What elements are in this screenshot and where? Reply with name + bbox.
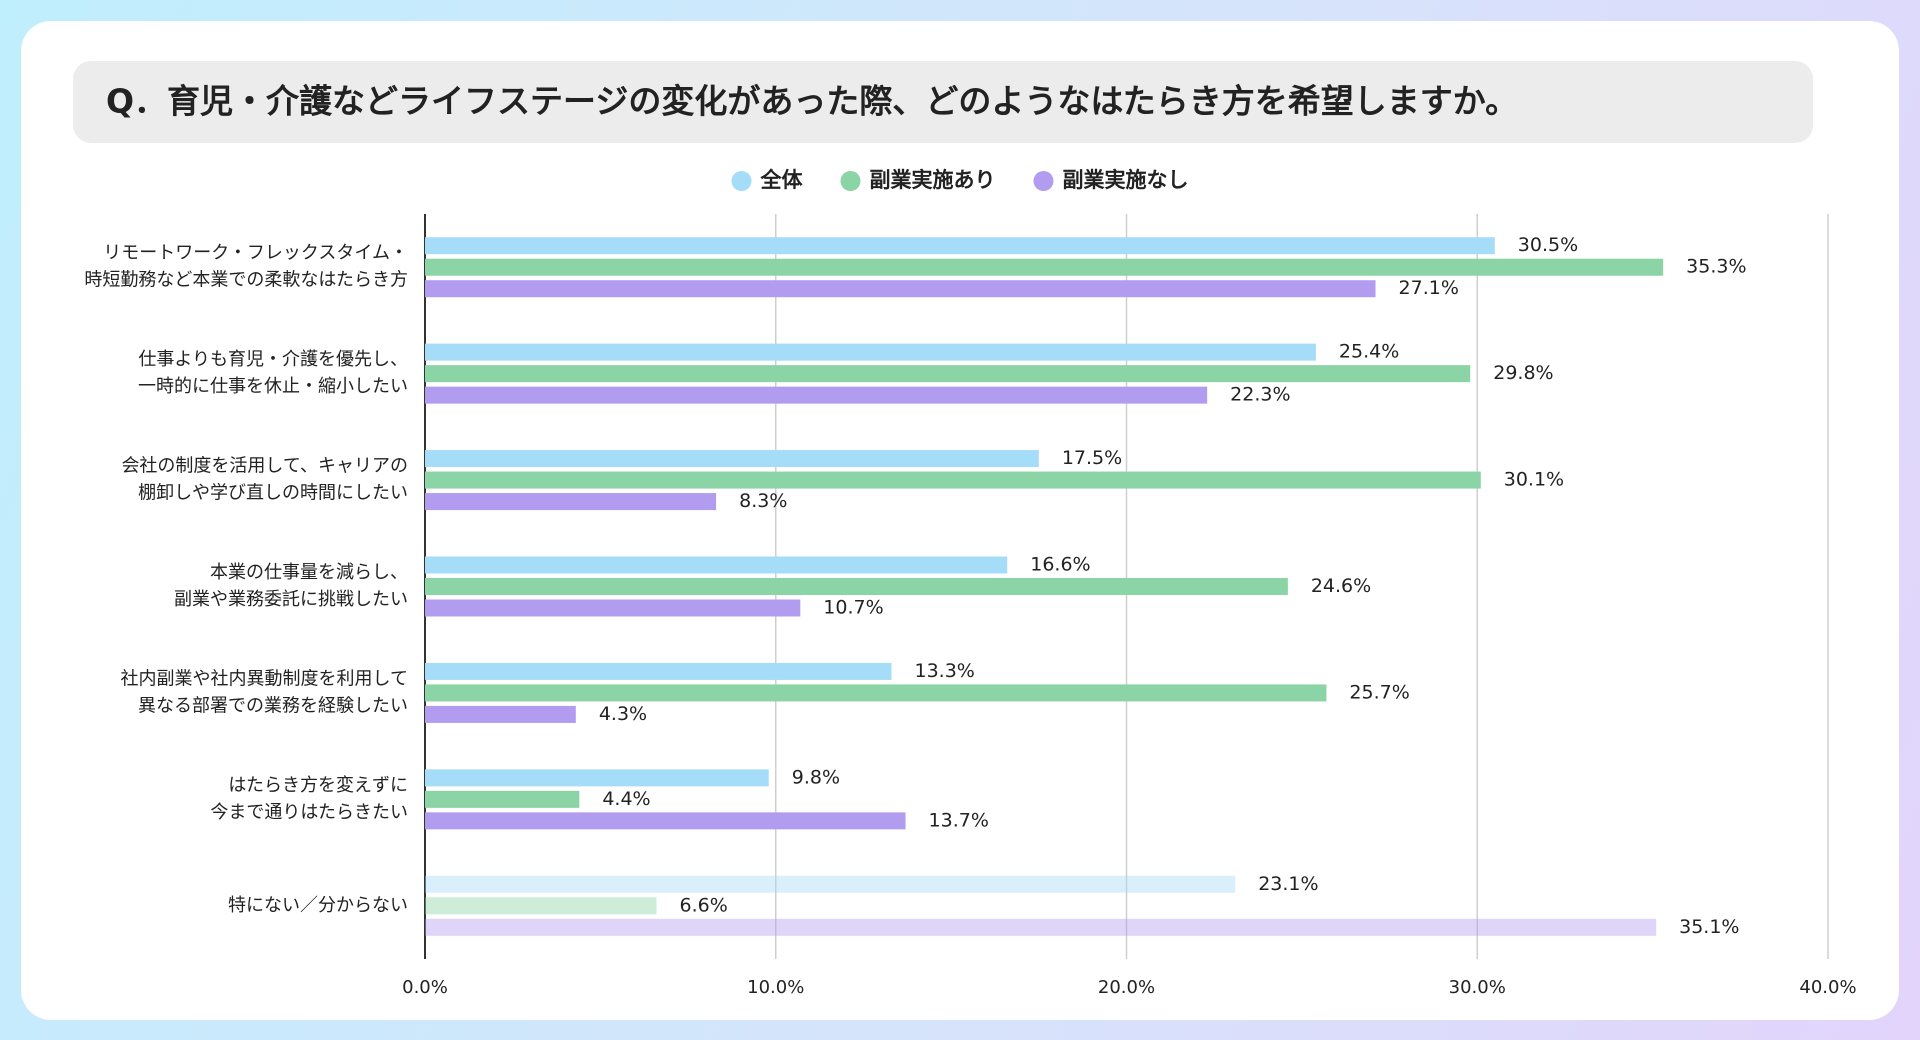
bar (425, 343, 1316, 361)
value-label: 13.3% (914, 660, 974, 682)
bar (425, 897, 657, 915)
y-tick-label: 今まで通りはたらきたい (210, 802, 408, 823)
legend-swatch (840, 171, 861, 191)
bar (425, 237, 1495, 255)
bar (425, 769, 769, 787)
x-tick-label: 20.0% (1098, 977, 1155, 998)
bar (425, 493, 717, 511)
title-box (73, 61, 1813, 143)
value-label: 30.5% (1518, 234, 1578, 256)
y-tick-label: 一時的に仕事を休止・縮小したい (138, 376, 408, 397)
value-label: 29.8% (1493, 362, 1553, 384)
value-label: 13.7% (929, 809, 989, 831)
value-label: 8.3% (739, 490, 787, 512)
value-label: 9.8% (792, 766, 840, 788)
legend-label: 副業実施あり (870, 168, 996, 192)
legend-label: 副業実施なし (1063, 168, 1189, 192)
y-tick-label: 副業や業務委託に挑戦したい (174, 589, 408, 610)
bar (425, 386, 1208, 404)
bar (425, 684, 1327, 702)
bar (425, 599, 801, 617)
y-tick-label: 本業の仕事量を減らし、 (210, 562, 408, 583)
bar (425, 556, 1008, 574)
value-label: 25.7% (1349, 681, 1409, 703)
legend-label: 全体 (760, 168, 804, 192)
value-label: 24.6% (1311, 575, 1371, 597)
value-label: 4.4% (602, 788, 650, 810)
value-label: 22.3% (1230, 384, 1290, 406)
value-label: 30.1% (1504, 469, 1564, 491)
x-tick-label: 0.0% (402, 977, 448, 998)
value-label: 35.1% (1679, 916, 1739, 938)
y-tick-label: リモートワーク・フレックスタイム・ (103, 243, 408, 264)
bar (425, 875, 1236, 893)
value-label: 16.6% (1030, 554, 1090, 576)
y-tick-label: 時短勤務など本業での柔軟なはたらき方 (84, 270, 408, 291)
bar (425, 918, 1657, 936)
value-label: 6.6% (679, 894, 727, 916)
bar (425, 705, 576, 723)
chart-title: Q．育児・介護などライフステージの変化があった際、どのようなはたらき方を希望しま… (106, 82, 1518, 121)
bar (425, 790, 580, 808)
bar (425, 812, 906, 830)
x-tick-label: 10.0% (747, 977, 804, 998)
y-tick-label: 社内副業や社内異動制度を利用して (121, 668, 408, 689)
x-tick-label: 40.0% (1799, 977, 1856, 998)
y-tick-label: はたらき方を変えずに (228, 775, 408, 796)
value-label: 10.7% (823, 597, 883, 619)
y-tick-label: 仕事よりも育児・介護を優先し、 (138, 349, 408, 370)
legend: 全体 副業実施あり 副業実施なし (731, 168, 1189, 192)
bar (425, 258, 1664, 276)
value-label: 23.1% (1258, 873, 1318, 895)
x-tick-label: 30.0% (1449, 977, 1506, 998)
y-tick-label: 異なる部署での業務を経験したい (138, 695, 408, 716)
legend-swatch (1033, 171, 1054, 191)
bar (425, 450, 1039, 468)
bar (425, 662, 892, 680)
value-label: 17.5% (1062, 447, 1122, 469)
bar (425, 471, 1481, 489)
y-tick-label: 会社の制度を活用して、キャリアの (121, 456, 408, 477)
legend-swatch (731, 171, 752, 191)
bar (425, 365, 1471, 383)
value-label: 35.3% (1686, 256, 1746, 278)
y-tick-label: 棚卸しや学び直しの時間にしたい (138, 483, 408, 504)
value-label: 27.1% (1399, 277, 1459, 299)
bar (425, 578, 1288, 595)
y-tick-label: 特にない／分からない (228, 895, 408, 916)
bar (425, 280, 1376, 298)
value-label: 25.4% (1339, 341, 1399, 363)
value-label: 4.3% (599, 703, 647, 725)
